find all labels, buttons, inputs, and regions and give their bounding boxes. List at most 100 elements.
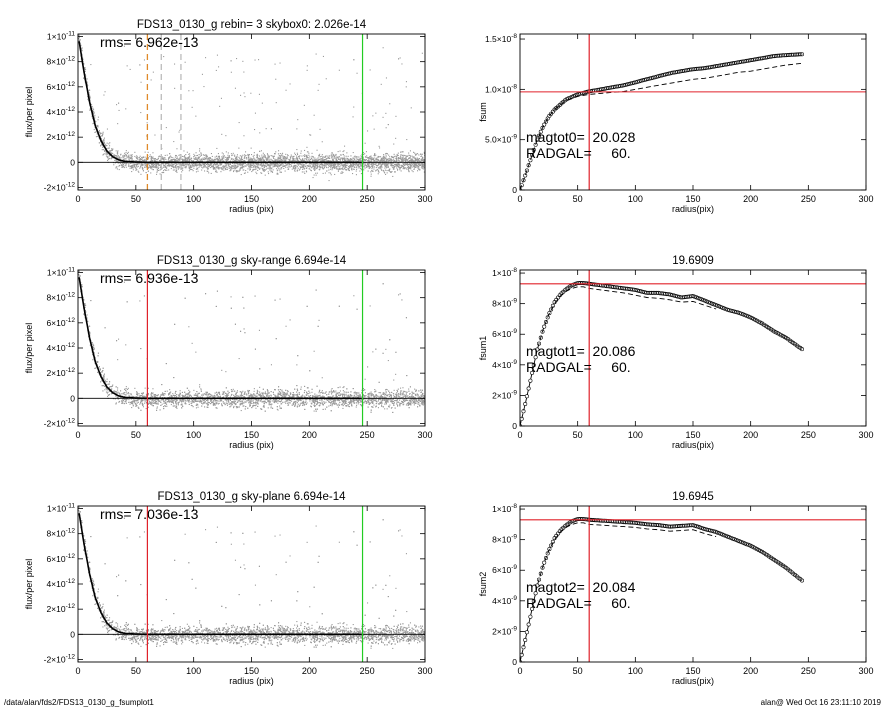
- scatter-point: [237, 164, 239, 166]
- scatter-point: [350, 159, 352, 161]
- scatter-point: [275, 164, 277, 166]
- scatter-point: [335, 153, 337, 155]
- series-circle-point: [652, 75, 657, 80]
- scatter-point: [413, 162, 415, 164]
- scatter-point: [343, 164, 345, 166]
- scatter-point: [124, 162, 126, 164]
- scatter-point: [217, 167, 219, 169]
- scatter-point: [389, 171, 391, 173]
- scatter-point: [195, 171, 197, 173]
- scatter-point: [381, 157, 383, 159]
- scatter-point: [390, 165, 392, 167]
- scatter-point: [241, 167, 243, 169]
- scatter-point: [221, 133, 223, 135]
- scatter-point: [380, 161, 382, 163]
- scatter-point: [194, 158, 196, 160]
- scatter-point: [312, 177, 314, 179]
- scatter-point: [193, 153, 195, 155]
- scatter-point: [215, 164, 217, 166]
- scatter-point: [209, 165, 211, 167]
- scatter-point: [414, 152, 416, 154]
- scatter-point: [239, 164, 241, 166]
- scatter-point: [308, 159, 310, 161]
- scatter-point: [219, 167, 221, 169]
- scatter-point: [293, 159, 295, 161]
- scatter-point: [243, 172, 245, 174]
- scatter-point: [262, 152, 264, 154]
- scatter-point: [313, 159, 315, 161]
- scatter-point: [124, 165, 126, 167]
- scatter-point: [343, 160, 345, 162]
- scatter-point: [306, 160, 308, 162]
- scatter-point: [186, 164, 188, 166]
- scatter-point: [229, 165, 231, 167]
- scatter-point: [304, 166, 306, 168]
- scatter-point: [331, 168, 333, 170]
- scatter-point: [306, 156, 308, 158]
- scatter-point: [368, 163, 370, 165]
- scatter-point: [314, 158, 316, 160]
- y-tick-label: 1×10-11: [47, 31, 75, 42]
- scatter-point: [181, 155, 183, 157]
- scatter-point: [150, 158, 152, 160]
- scatter-point: [417, 158, 419, 160]
- scatter-point: [201, 169, 203, 171]
- scatter-point: [348, 170, 350, 172]
- scatter-point: [390, 158, 392, 160]
- scatter-point: [413, 166, 415, 168]
- scatter-point: [218, 167, 220, 169]
- scatter-point: [270, 159, 272, 161]
- scatter-point: [369, 163, 371, 165]
- scatter-point: [239, 168, 241, 170]
- scatter-point: [316, 162, 318, 164]
- scatter-point: [343, 157, 345, 159]
- scatter-point: [338, 169, 340, 171]
- scatter-point: [127, 152, 129, 154]
- scatter-point: [336, 168, 338, 170]
- scatter-point: [330, 160, 332, 162]
- scatter-point: [407, 167, 409, 169]
- scatter-point: [415, 165, 417, 167]
- scatter-point: [281, 155, 283, 157]
- scatter-point: [249, 160, 251, 162]
- scatter-point: [324, 172, 326, 174]
- scatter-point: [386, 158, 388, 160]
- scatter-point: [186, 160, 188, 162]
- scatter-point: [306, 65, 308, 67]
- scatter-point: [278, 154, 280, 156]
- scatter-point: [174, 156, 176, 158]
- scatter-point: [302, 164, 304, 166]
- scatter-point: [321, 163, 323, 165]
- scatter-point: [300, 166, 302, 168]
- scatter-point: [399, 160, 401, 162]
- scatter-point: [196, 158, 198, 160]
- scatter-point: [355, 170, 357, 172]
- scatter-point: [214, 158, 216, 160]
- scatter-point: [250, 159, 252, 161]
- x-tick-label: 250: [801, 194, 816, 204]
- scatter-point: [378, 162, 380, 164]
- scatter-point: [303, 159, 305, 161]
- scatter-point: [256, 154, 258, 156]
- scatter-point: [417, 160, 419, 162]
- scatter-point: [405, 158, 407, 160]
- scatter-point: [79, 39, 81, 41]
- x-tick-label: 200: [743, 194, 758, 204]
- scatter-point: [214, 168, 216, 170]
- scatter-point: [130, 157, 132, 159]
- scatter-point: [226, 156, 228, 158]
- scatter-point: [376, 169, 378, 171]
- scatter-point: [306, 155, 308, 157]
- scatter-point: [256, 153, 258, 155]
- scatter-point: [80, 253, 81, 254]
- scatter-point: [362, 164, 364, 166]
- scatter-point: [364, 156, 366, 158]
- scatter-point: [81, 47, 83, 49]
- scatter-point: [148, 163, 150, 165]
- scatter-point: [91, 106, 93, 108]
- scatter-point: [263, 155, 265, 157]
- scatter-point: [124, 156, 126, 158]
- scatter-point: [340, 157, 342, 159]
- scatter-point: [333, 156, 335, 158]
- scatter-point: [170, 168, 172, 170]
